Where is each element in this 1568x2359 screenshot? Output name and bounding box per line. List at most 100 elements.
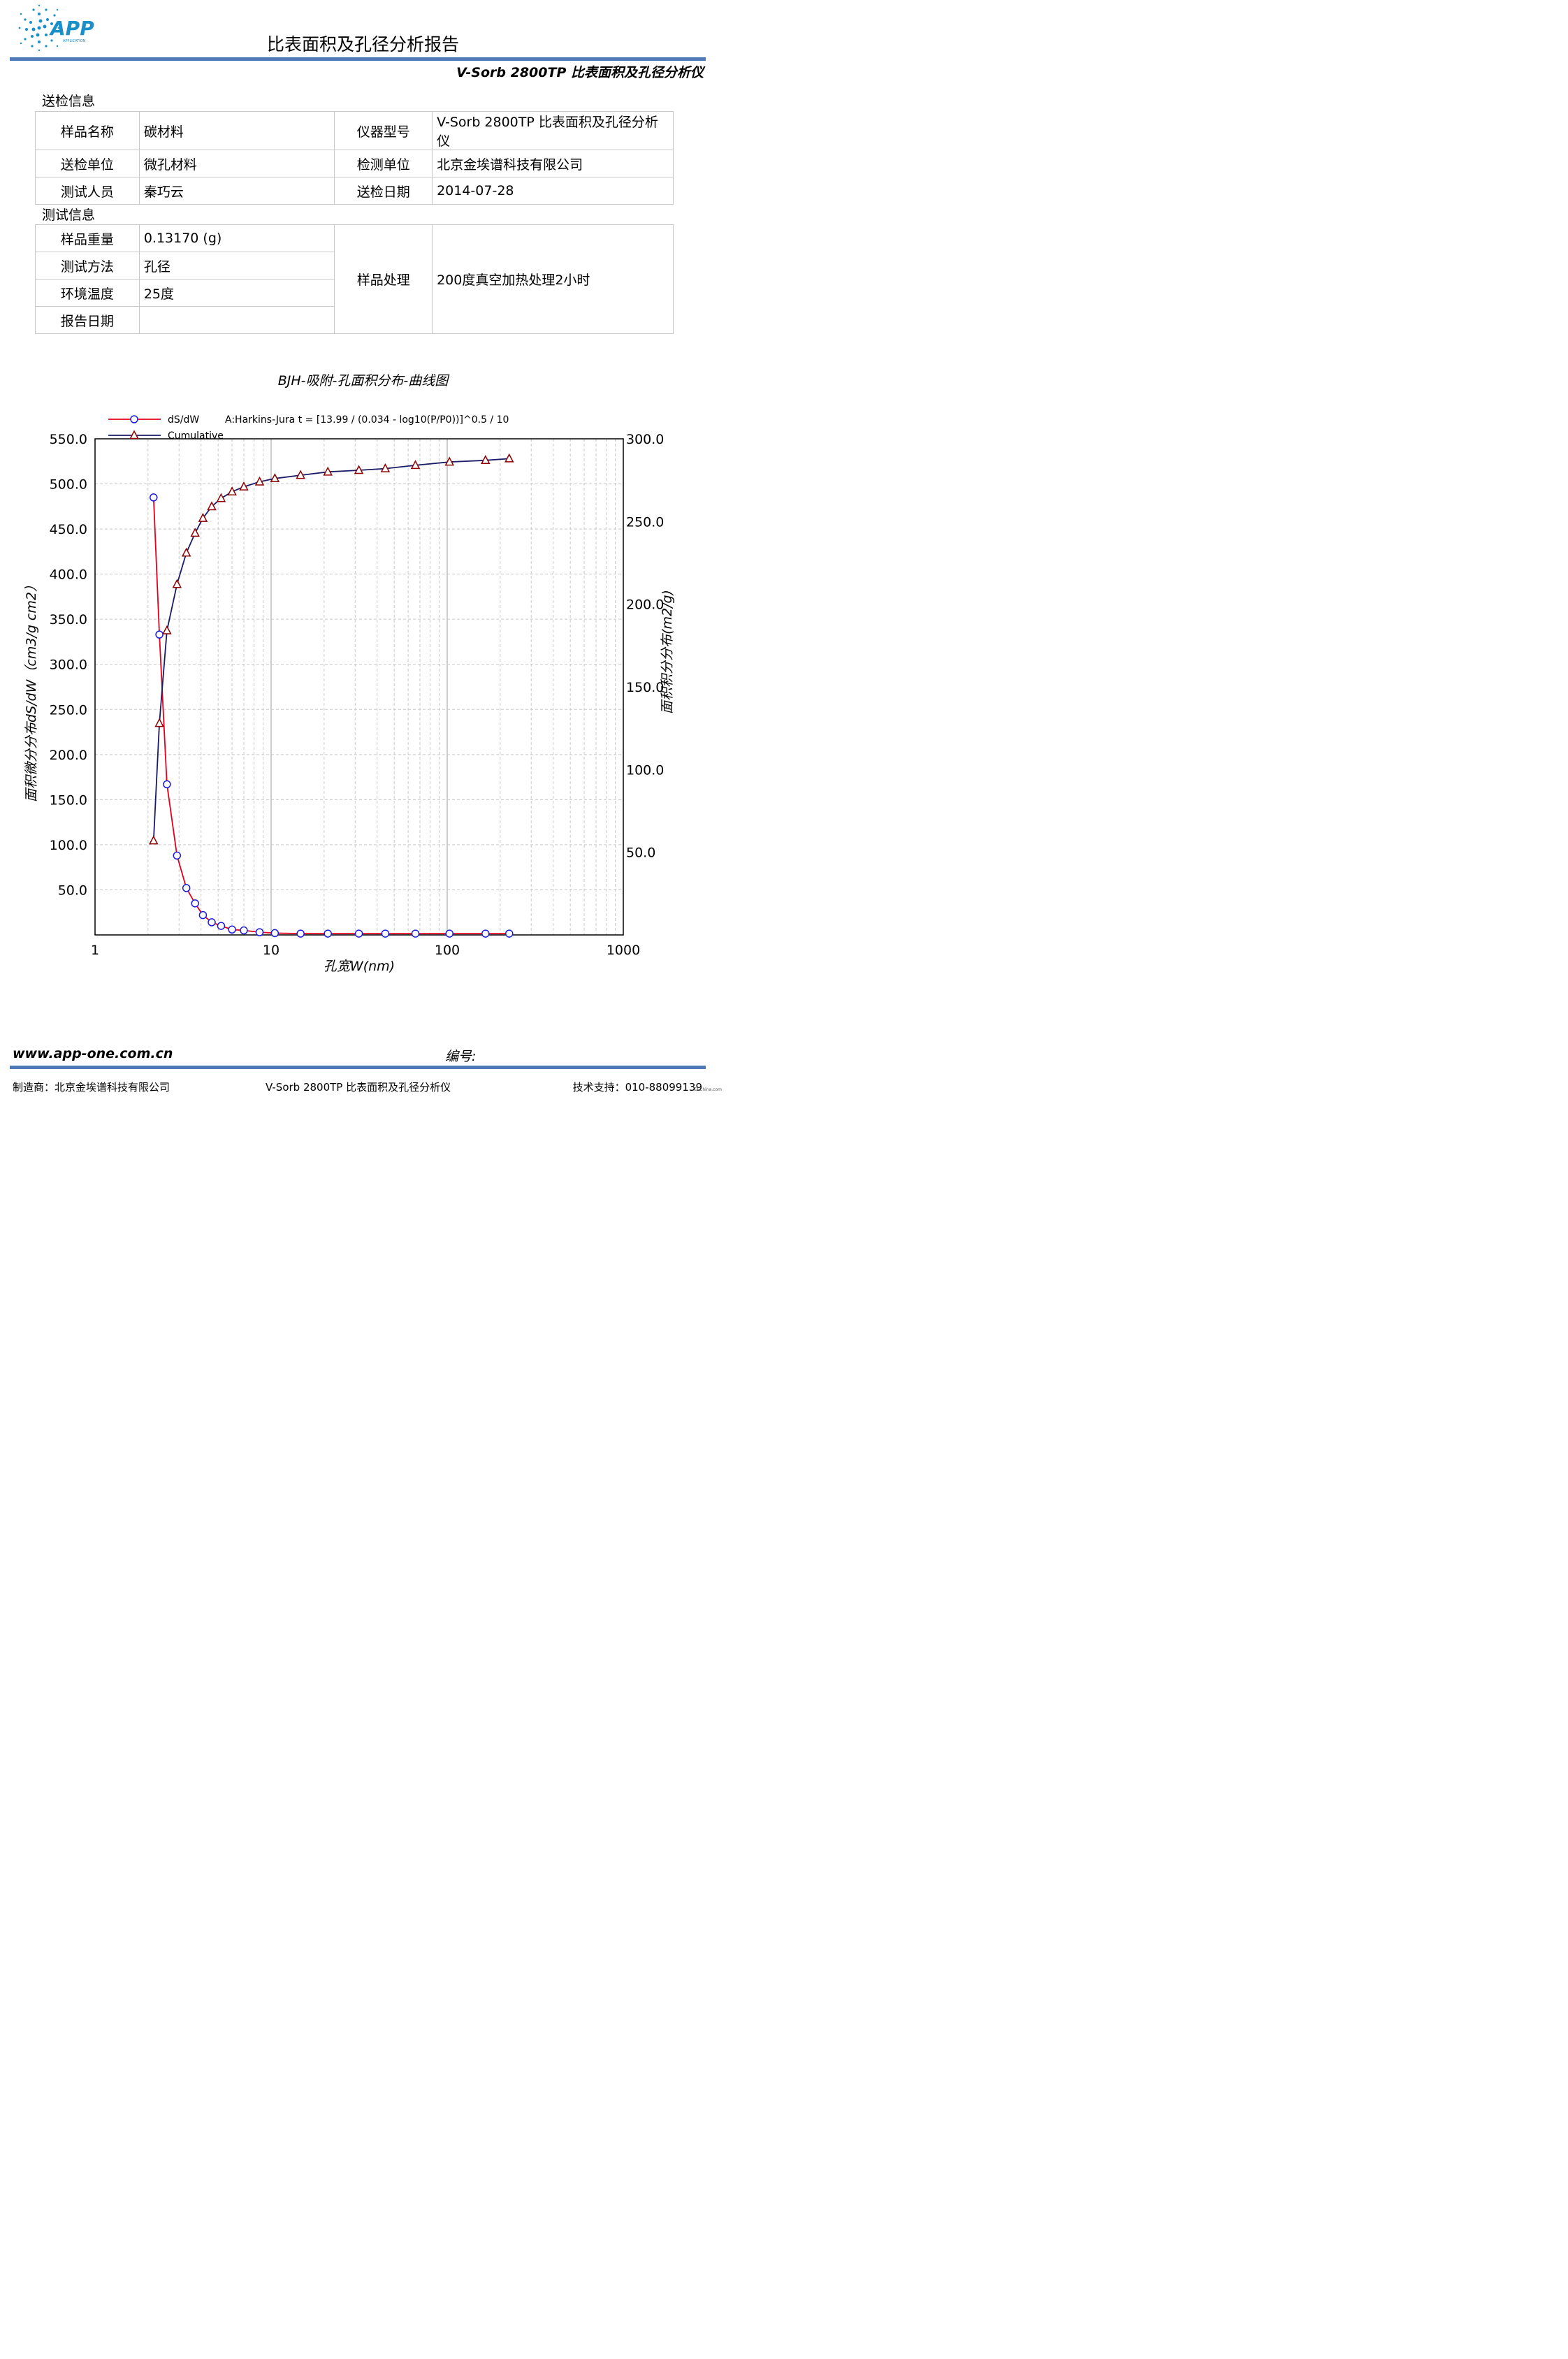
watermark: EEChina.com <box>694 1087 722 1092</box>
legend-cumulative-label: Cumulative <box>168 430 224 442</box>
cumulative-point <box>162 625 172 634</box>
test-table: 样品重量 0.13170 (g) 样品处理 200度真空加热处理2小时 测试方法… <box>35 224 674 334</box>
y-tick-label: 350.0 <box>50 612 87 627</box>
footer-support: 技术支持：010-88099139 <box>572 1081 702 1094</box>
y-tick-label: 150.0 <box>50 792 87 808</box>
y-tick-label: 400.0 <box>50 567 87 583</box>
dsdw-point <box>324 929 332 938</box>
sample-treatment-value: 200度真空加热处理2小时 <box>432 224 674 334</box>
cumulative-series-line <box>152 458 509 841</box>
tester-value: 秦巧云 <box>138 177 335 205</box>
x-axis-label: 孔宽W(nm) <box>324 959 395 974</box>
report-subtitle: V-Sorb 2800TP 比表面积及孔径分析仪 <box>456 65 704 80</box>
dsdw-point <box>481 929 490 938</box>
y2-tick-label: 250.0 <box>626 514 664 530</box>
dsdw-point <box>182 884 191 892</box>
logo-dots <box>18 4 60 52</box>
cumulative-point <box>216 493 226 502</box>
test-section-label: 测试信息 <box>42 208 96 223</box>
legend-dsdw-marker <box>130 415 138 423</box>
testing-unit-value: 北京金埃谱科技有限公司 <box>432 150 674 177</box>
x-tick-label: 1 <box>91 943 99 958</box>
y-tick-label: 450.0 <box>50 522 87 537</box>
dsdw-point <box>173 851 182 860</box>
y2-tick-label: 100.0 <box>626 762 664 778</box>
cumulative-point <box>154 718 164 727</box>
submit-date-value: 2014-07-28 <box>432 177 674 205</box>
submission-table: 样品名称 碳材料 仪器型号 V-Sorb 2800TP 比表面积及孔径分析仪 送… <box>35 111 674 205</box>
table-row: 样品重量 0.13170 (g) 样品处理 200度真空加热处理2小时 <box>35 224 674 334</box>
sample-name-value: 碳材料 <box>138 111 335 150</box>
y-tick-label: 300.0 <box>50 658 87 673</box>
cumulative-point <box>504 453 514 463</box>
y2-axis-label: 面积积分分布(m2/g) <box>660 590 675 714</box>
test-method-label: 测试方法 <box>35 252 140 280</box>
x-tick-label: 10 <box>263 943 280 958</box>
cumulative-point <box>323 466 333 476</box>
y-tick-label: 500.0 <box>50 477 87 493</box>
submission-section-label: 送检信息 <box>42 94 96 109</box>
logo-text: APP <box>49 17 94 40</box>
y2-tick-label: 150.0 <box>626 680 664 695</box>
x-tick-label: 1000 <box>607 943 640 958</box>
report-number-label: 编号: <box>445 1049 477 1064</box>
cumulative-point <box>270 473 280 483</box>
plot-frame <box>94 438 624 936</box>
instrument-model-value: V-Sorb 2800TP 比表面积及孔径分析仪 <box>432 111 674 150</box>
legend-dsdw-label: dS/dW <box>168 414 199 426</box>
dsdw-point <box>270 929 280 938</box>
dsdw-point <box>354 929 363 938</box>
instrument-model-label: 仪器型号 <box>334 111 433 150</box>
cumulative-point <box>481 455 491 465</box>
table-row: 测试人员 秦巧云 送检日期 2014-07-28 <box>35 177 674 205</box>
ambient-temp-label: 环境温度 <box>35 279 140 307</box>
sample-weight-value: 0.13170 (g) <box>138 224 335 252</box>
dsdw-point <box>240 926 248 935</box>
tester-label: 测试人员 <box>35 177 140 205</box>
header-divider <box>10 57 706 61</box>
cumulative-point <box>207 501 217 511</box>
table-row: 送检单位 微孔材料 检测单位 北京金埃谱科技有限公司 <box>35 150 674 177</box>
cumulative-point <box>227 486 237 495</box>
sample-name-label: 样品名称 <box>35 111 140 150</box>
dsdw-point <box>228 925 236 934</box>
dsdw-point <box>191 899 199 908</box>
chart-annotation: A:Harkins-Jura t = [13.99 / (0.034 - log… <box>225 414 509 426</box>
dsdw-point <box>255 928 264 936</box>
submitter-label: 送检单位 <box>35 150 140 177</box>
cumulative-point <box>380 463 391 472</box>
cumulative-point <box>296 470 305 479</box>
cumulative-point <box>181 547 191 557</box>
dsdw-point <box>445 929 453 938</box>
cumulative-point <box>444 456 454 466</box>
legend-cumulative-marker <box>129 430 139 440</box>
footer-maker: 制造商：北京金埃谱科技有限公司 <box>13 1081 170 1094</box>
y2-tick-label: 50.0 <box>626 845 655 861</box>
dsdw-point <box>381 929 390 938</box>
y-tick-label: 550.0 <box>50 432 87 447</box>
testing-unit-label: 检测单位 <box>334 150 433 177</box>
dsdw-point <box>505 929 514 938</box>
table-row: 环境温度 25度 <box>35 279 674 307</box>
cumulative-point <box>254 476 265 486</box>
cumulative-point <box>239 481 249 491</box>
company-logo: APP APPLICATION <box>13 1 121 56</box>
test-method-value: 孔径 <box>138 252 335 280</box>
cumulative-point <box>172 579 182 588</box>
logo-subtext: APPLICATION <box>63 39 86 43</box>
sample-treatment-label: 样品处理 <box>334 224 433 334</box>
cumulative-point <box>354 465 364 474</box>
ambient-temp-value: 25度 <box>138 279 335 307</box>
dsdw-point <box>217 922 226 930</box>
submitter-value: 微孔材料 <box>138 150 335 177</box>
footer-url[interactable]: www.app-one.com.cn <box>13 1046 173 1061</box>
sample-weight-label: 样品重量 <box>35 224 140 252</box>
dsdw-point <box>411 929 420 938</box>
y2-tick-label: 200.0 <box>626 597 664 613</box>
cumulative-point <box>149 835 159 845</box>
dsdw-point <box>208 918 216 927</box>
y-tick-label: 250.0 <box>50 702 87 718</box>
y-tick-label: 100.0 <box>50 838 87 853</box>
cumulative-point <box>410 460 421 470</box>
